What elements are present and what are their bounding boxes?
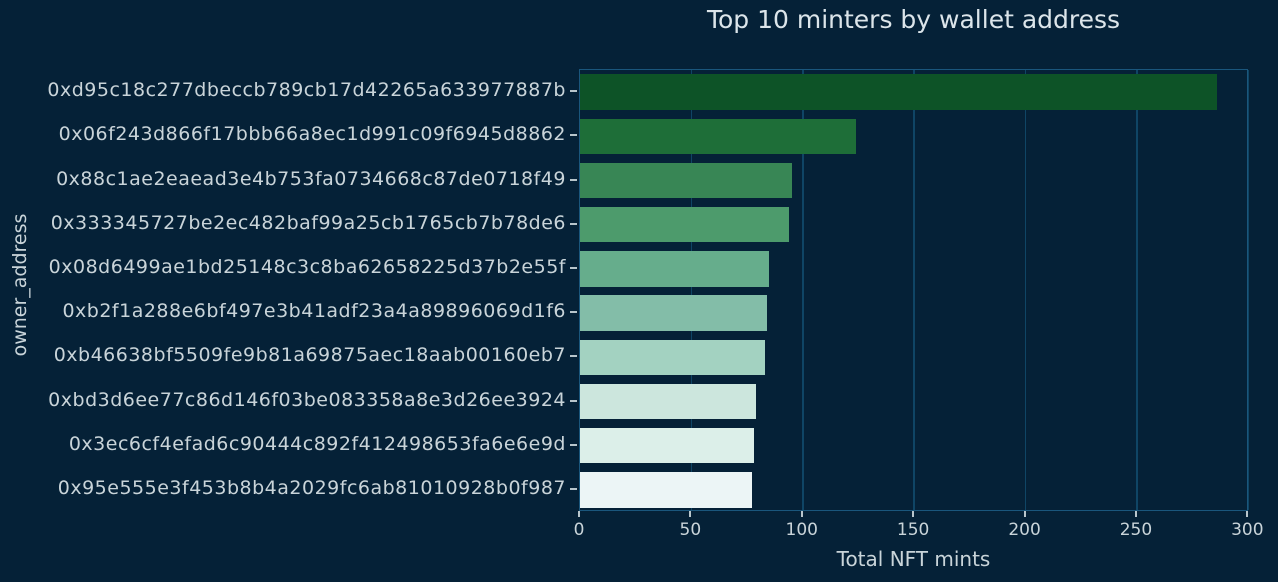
bar [580, 207, 790, 243]
x-tick-mark [689, 511, 692, 517]
y-axis-label: owner_address [9, 213, 31, 357]
x-tick-mark [912, 511, 915, 517]
gridline-x-300 [1247, 70, 1250, 510]
bar [580, 162, 792, 199]
bar [580, 251, 770, 287]
x-tick-label: 100 [785, 520, 818, 540]
y-tick-label: 0x08d6499ae1bd25148c3c8ba62658225d37b2e5… [48, 255, 566, 278]
bar [580, 74, 1218, 110]
y-tick-label: 0x333345727be2ec482baf99a25cb1765cb7b78d… [50, 211, 566, 234]
gridline-x-150 [913, 70, 915, 510]
y-tick-label: 0xb2f1a288e6bf497e3b41adf23a4a89896069d1… [62, 300, 566, 323]
y-tick-mark [570, 443, 577, 446]
y-tick-mark [570, 222, 577, 225]
y-tick-label: 0xd95c18c277dbeccb789cb17d42265a63397788… [47, 79, 566, 102]
plot-area [579, 69, 1250, 511]
x-tick-label: 300 [1231, 520, 1264, 540]
bar [580, 295, 768, 331]
y-tick-mark [570, 311, 577, 314]
x-tick-mark [1246, 511, 1249, 517]
x-tick-label: 0 [573, 520, 585, 540]
chart-title: Top 10 minters by wallet address [706, 5, 1121, 34]
x-axis-label: Total NFT mints [836, 547, 991, 571]
gridline-x-250 [1136, 70, 1138, 510]
y-tick-mark [570, 355, 577, 358]
y-tick-label: 0x95e555e3f453b8b4a2029fc6ab81010928b0f9… [57, 476, 566, 499]
x-tick-mark [578, 511, 580, 517]
y-tick-mark [570, 134, 577, 137]
x-tick-mark [1134, 511, 1137, 517]
y-tick-mark [570, 487, 577, 490]
gridline-x-50 [690, 70, 693, 510]
x-tick-label: 150 [896, 520, 930, 540]
x-tick-label: 200 [1008, 520, 1041, 540]
y-tick-mark [570, 90, 577, 93]
y-tick-mark [570, 178, 577, 181]
x-tick-mark [1023, 511, 1026, 517]
x-tick-mark [800, 511, 803, 517]
bar [580, 472, 752, 508]
y-tick-mark [570, 266, 577, 269]
x-tick-label: 50 [679, 520, 702, 540]
gridline-x-100 [801, 70, 804, 510]
bar [580, 383, 756, 420]
x-tick-label: 250 [1119, 520, 1153, 540]
y-tick-label: 0x06f243d866f17bbb66a8ec1d991c09f6945d88… [58, 123, 566, 146]
y-tick-label: 0x3ec6cf4efad6c90444c892f412498653fa6e6e… [68, 432, 566, 455]
bar [580, 428, 754, 464]
y-tick-mark [570, 399, 577, 402]
y-tick-label: 0xb46638bf5509fe9b81a69875aec18aab00160e… [53, 344, 566, 367]
y-tick-label: 0x88c1ae2eaead3e4b753fa0734668c87de0718f… [56, 167, 566, 190]
bar [580, 339, 765, 375]
bar [580, 118, 857, 154]
gridline-x-200 [1024, 70, 1027, 510]
y-tick-label: 0xbd3d6ee77c86d146f03be083358a8e3d26ee39… [48, 388, 566, 411]
